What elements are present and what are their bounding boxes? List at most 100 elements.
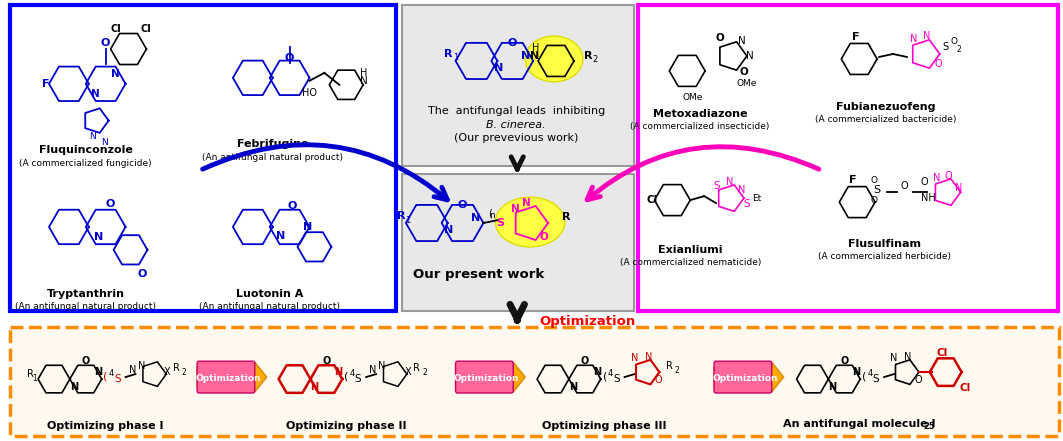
FancyArrow shape: [197, 362, 267, 392]
Ellipse shape: [495, 197, 564, 247]
Text: S: S: [355, 374, 361, 384]
Text: O: O: [945, 171, 952, 181]
Text: Fubianezuofeng: Fubianezuofeng: [837, 102, 935, 112]
Text: Cl: Cl: [646, 195, 658, 205]
Text: (An antifungal natural product): (An antifungal natural product): [199, 302, 340, 311]
Text: N: N: [101, 138, 108, 147]
Text: N: N: [303, 222, 313, 232]
FancyArrow shape: [714, 362, 783, 392]
FancyBboxPatch shape: [197, 361, 255, 393]
Text: NH: NH: [922, 193, 937, 203]
Text: HO: HO: [302, 88, 317, 98]
Text: N: N: [738, 36, 746, 46]
Text: N: N: [360, 76, 368, 86]
Text: O: O: [655, 375, 662, 385]
Text: Cl: Cl: [111, 24, 121, 34]
Text: 1: 1: [405, 216, 410, 224]
Text: R: R: [173, 363, 180, 373]
Text: O: O: [840, 356, 848, 366]
Text: Metoxadiazone: Metoxadiazone: [653, 108, 747, 119]
Text: N: N: [138, 361, 146, 371]
Text: R: R: [444, 49, 453, 59]
Text: O: O: [740, 67, 748, 77]
Text: Optimization: Optimization: [196, 374, 260, 383]
Text: (A commercialized herbicide): (A commercialized herbicide): [817, 252, 950, 261]
Text: N: N: [334, 367, 342, 377]
Text: N: N: [645, 352, 652, 362]
Text: (: (: [488, 208, 492, 218]
Text: (An antifungal natural product): (An antifungal natural product): [15, 302, 156, 311]
Text: N: N: [112, 69, 120, 79]
Text: R: R: [584, 51, 592, 61]
Text: X: X: [405, 367, 411, 377]
Text: N: N: [70, 382, 78, 392]
FancyBboxPatch shape: [714, 361, 772, 393]
Text: Cl: Cl: [960, 383, 972, 393]
Text: (: (: [103, 371, 107, 381]
Text: N: N: [276, 231, 285, 241]
Text: 2: 2: [422, 368, 427, 377]
Text: R: R: [665, 361, 673, 371]
Text: H: H: [533, 43, 540, 53]
FancyBboxPatch shape: [402, 174, 634, 311]
Text: Cl: Cl: [140, 24, 151, 34]
Text: N: N: [923, 31, 930, 41]
FancyBboxPatch shape: [638, 5, 1058, 311]
Text: N: N: [569, 382, 577, 392]
Text: N: N: [530, 51, 540, 61]
Text: O: O: [871, 196, 878, 205]
Text: O: O: [82, 356, 90, 366]
Text: O: O: [715, 33, 724, 43]
Text: O: O: [101, 38, 111, 48]
Text: O: O: [138, 269, 147, 279]
Text: N: N: [910, 34, 917, 44]
Text: N: N: [94, 232, 103, 242]
Text: Optimizing phase II: Optimizing phase II: [286, 421, 406, 431]
Text: N: N: [905, 352, 912, 362]
Text: N: N: [933, 173, 941, 183]
Text: S: S: [713, 181, 721, 191]
Text: N: N: [493, 63, 503, 73]
Text: S: S: [943, 42, 949, 52]
Text: O: O: [507, 38, 517, 48]
Text: (: (: [344, 371, 349, 381]
Text: N: N: [891, 353, 897, 363]
Text: O: O: [106, 199, 115, 209]
Text: N: N: [630, 353, 638, 363]
Text: N: N: [853, 367, 860, 377]
Text: Luotonin A: Luotonin A: [236, 288, 303, 299]
Text: F: F: [853, 32, 860, 42]
Text: OMe: OMe: [737, 79, 757, 88]
Text: 2: 2: [182, 368, 187, 377]
Text: N: N: [511, 204, 520, 214]
Text: 2: 2: [675, 366, 679, 374]
Text: N: N: [89, 132, 96, 141]
Text: N: N: [726, 177, 733, 187]
Text: 2: 2: [957, 45, 961, 53]
Text: The  antifungal leads  inhibiting: The antifungal leads inhibiting: [427, 106, 605, 116]
FancyBboxPatch shape: [11, 327, 1059, 436]
Text: R: R: [396, 211, 405, 221]
Text: Febrifugine: Febrifugine: [237, 139, 308, 149]
Text: Optimization: Optimization: [539, 315, 636, 328]
Text: Optimization: Optimization: [454, 374, 519, 383]
Text: O: O: [935, 59, 943, 69]
Text: N: N: [593, 367, 601, 377]
Text: (A commercialized insecticide): (A commercialized insecticide): [630, 122, 770, 131]
Text: F: F: [43, 79, 50, 89]
Text: R: R: [561, 212, 570, 222]
Text: N: N: [521, 51, 529, 61]
Text: (: (: [603, 371, 607, 381]
Text: O: O: [458, 200, 468, 210]
Text: Et: Et: [753, 194, 761, 202]
Text: B. cinerea.: B. cinerea.: [487, 120, 546, 130]
Text: N: N: [955, 183, 962, 193]
Text: O: O: [288, 201, 298, 211]
Text: Fluquinconzole: Fluquinconzole: [39, 146, 133, 155]
Text: X: X: [164, 367, 170, 377]
Text: N: N: [746, 51, 754, 61]
Text: S: S: [874, 185, 880, 195]
Text: N: N: [444, 225, 453, 235]
Text: (A commercialized fungicide): (A commercialized fungicide): [19, 159, 152, 168]
FancyBboxPatch shape: [11, 5, 395, 311]
